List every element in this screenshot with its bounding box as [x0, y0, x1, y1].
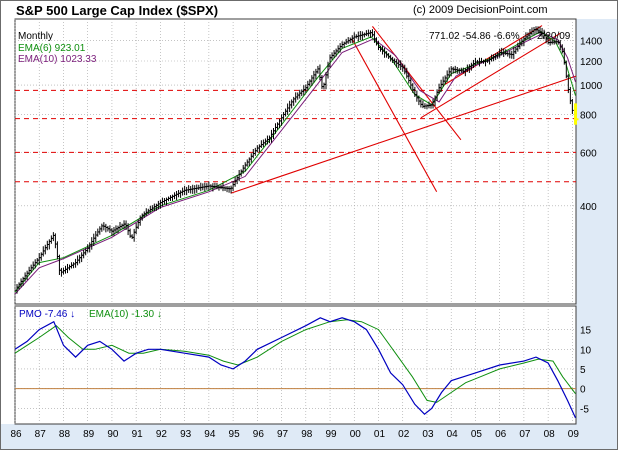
x-tick-label: 90: [107, 429, 119, 440]
price-y-tick-label: 1400: [580, 37, 603, 48]
chart-title: S&P 500 Large Cap Index ($SPX): [16, 3, 219, 18]
ema10-legend-value: 1023.33: [57, 54, 96, 65]
pmo-ema10-line: [14, 319, 576, 403]
pmo-ema-legend: EMA(10) -1.30 ↓: [89, 309, 162, 320]
date-axis-panel: [1, 424, 617, 449]
x-tick-label: 08: [544, 429, 556, 440]
x-tick-label: 91: [132, 429, 144, 440]
trendline: [372, 26, 462, 141]
price-y-tick-label: 600: [580, 148, 597, 159]
x-tick-label: 98: [301, 429, 313, 440]
trendline: [351, 38, 438, 193]
x-tick-label: 97: [277, 429, 289, 440]
chart-credit: (c) 2009 DecisionPoint.com: [413, 4, 548, 16]
price-y-tick-label: 1200: [580, 57, 603, 68]
trendline: [230, 75, 577, 194]
x-tick-label: 07: [519, 429, 531, 440]
trendline: [420, 32, 561, 119]
pmo-legend-label: PMO: [19, 309, 42, 320]
pmo-ema-legend-value: -1.30: [131, 309, 154, 320]
x-tick-label: 02: [398, 429, 410, 440]
pmo-legend: PMO -7.46 ↓: [19, 309, 75, 320]
pmo-y-tick-label: -5: [580, 404, 589, 415]
pmo-axis-panel: [576, 304, 617, 424]
x-tick-label: 96: [253, 429, 265, 440]
price-y-tick-label: 400: [580, 202, 597, 213]
x-tick-label: 94: [204, 429, 216, 440]
x-tick-label: 04: [447, 429, 459, 440]
x-tick-label: 93: [180, 429, 192, 440]
quote-readout: 771.02 -54.86 -6.6%: [429, 31, 520, 42]
x-tick-label: 03: [422, 429, 434, 440]
period-label: Monthly: [18, 31, 53, 42]
price-panel: [14, 18, 577, 305]
pmo-y-tick-label: 0: [580, 385, 586, 396]
x-tick-label: 06: [495, 429, 507, 440]
quote-date: 2/20/09: [537, 31, 571, 42]
pmo-ema-legend-label: EMA(10): [89, 309, 128, 320]
pmo-panel: [14, 305, 577, 425]
pmo-ema-down-arrow-icon: ↓: [157, 309, 162, 320]
x-tick-label: 92: [156, 429, 168, 440]
price-axis-panel: [576, 19, 617, 304]
pmo-down-arrow-icon: ↓: [70, 309, 75, 320]
pmo-legend-value: -7.46: [45, 309, 68, 320]
x-tick-label: 99: [325, 429, 337, 440]
x-tick-label: 00: [350, 429, 362, 440]
price-y-tick-label: 1000: [580, 81, 603, 92]
ema10-legend: EMA(10) 1023.33: [18, 54, 97, 65]
price-y-tick-label: 800: [580, 110, 597, 121]
ema6-legend-label: EMA(6): [18, 43, 52, 54]
ema6-legend: EMA(6) 923.01: [18, 43, 86, 54]
pmo-y-tick-label: 10: [580, 345, 592, 356]
x-tick-label: 05: [471, 429, 483, 440]
x-tick-label: 88: [59, 429, 71, 440]
pmo-line: [14, 317, 577, 419]
ema10-legend-label: EMA(10): [18, 54, 57, 65]
x-tick-label: 87: [35, 429, 47, 440]
x-tick-label: 86: [10, 429, 22, 440]
x-tick-label: 09: [568, 429, 580, 440]
x-tick-label: 01: [374, 429, 386, 440]
pmo-y-tick-label: 5: [580, 365, 586, 376]
price-ema10-line: [14, 32, 576, 295]
x-tick-label: 89: [83, 429, 95, 440]
pmo-y-tick-label: 15: [580, 326, 592, 337]
ema6-legend-value: 923.01: [52, 43, 86, 54]
x-tick-label: 95: [229, 429, 241, 440]
